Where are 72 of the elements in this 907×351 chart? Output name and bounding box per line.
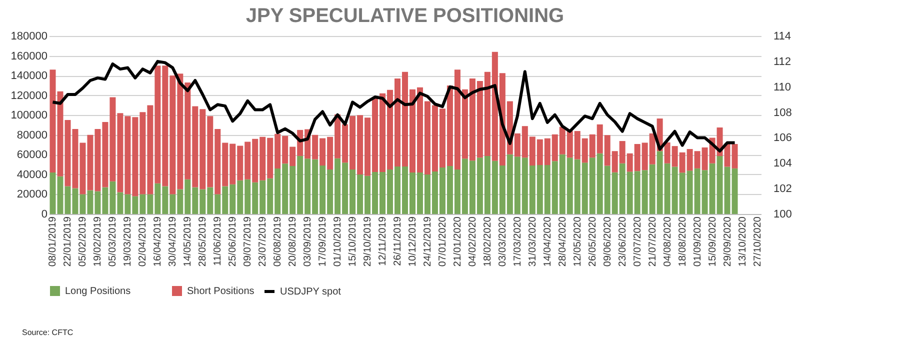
y2-tick-label: 108 [774,106,792,119]
chart-title: JPY SPECULATIVE POSITIONING [246,5,564,27]
x-tick-label: 19/02/2019 [92,216,104,267]
x-tick-label: 31/03/2020 [527,216,538,267]
y2-tick-label: 110 [774,81,792,94]
x-tick-label: 01/10/2019 [332,216,344,267]
x-tick-label: 18/08/2020 [677,216,688,267]
x-tick-label: 20/08/2019 [288,216,299,267]
legend-label: Short Positions [187,286,254,297]
x-tick-label: 09/06/2020 [602,216,614,267]
x-tick-label: 08/01/2019 [48,216,59,267]
x-tick-label: 02/04/2019 [138,216,149,267]
x-tick-label: 28/05/2019 [198,216,209,267]
x-tick-label: 14/05/2019 [182,216,194,267]
y-tick-label: 180000 [10,30,48,42]
x-tick-label: 17/03/2020 [512,216,524,267]
x-tick-label: 18/02/2020 [482,216,494,267]
x-tick-label: 16/04/2019 [152,216,164,267]
y2-tick-label: 112 [774,56,792,68]
x-tick-label: 27/10/2020 [752,216,764,267]
x-tick-label: 30/04/2019 [168,216,179,267]
x-tick-label: 03/09/2019 [302,216,314,267]
x-tick-label: 07/07/2020 [632,216,644,267]
x-tick-label: 28/04/2020 [557,216,568,267]
y-tick-label: 80000 [16,129,48,142]
x-tick-label: 12/11/2019 [378,216,389,266]
x-tick-label: 24/12/2019 [422,216,434,267]
x-tick-label: 26/11/2019 [392,216,404,266]
x-tick-label: 19/03/2019 [122,216,134,267]
x-tick-label: 23/07/2019 [258,216,269,267]
x-tick-label: 26/05/2020 [587,216,598,267]
x-tick-label: 17/09/2019 [318,216,329,267]
y-tick-label: 40000 [16,168,48,181]
y2-tick-label: 114 [774,30,792,42]
x-tick-label: 04/02/2020 [467,216,478,267]
y2-tick-label: 106 [774,132,792,144]
y2-tick-label: 102 [774,183,792,196]
x-tick-label: 12/05/2020 [572,216,584,267]
x-tick-label: 04/08/2020 [662,216,674,267]
x-tick-label: 14/04/2020 [542,216,554,267]
x-tick-label: 29/10/2019 [362,216,374,267]
x-tick-label: 15/09/2020 [707,216,718,267]
y-tick-label: 20000 [16,188,48,201]
y-tick-label: 60000 [16,149,48,162]
y-tick-label: 120000 [10,90,48,102]
legend-label: USDJPY spot [280,286,342,298]
x-tick-label: 15/10/2019 [348,216,359,267]
x-tick-label: 01/09/2020 [692,216,704,267]
line-series [51,60,736,153]
x-tick-label: 22/01/2019 [62,216,74,267]
x-tick-label: 10/12/2019 [407,216,418,267]
x-tick-label: 13/10/2020 [737,216,748,267]
x-tick-label: 05/03/2019 [108,216,119,267]
y2-tick-label: 104 [774,158,792,170]
x-tick-label: 23/06/2020 [617,216,628,267]
y-tick-label: 140000 [10,70,48,82]
x-tick-label: 07/01/2020 [437,216,448,267]
x-tick-label: 25/06/2019 [228,216,239,267]
y-tick-label: 160000 [10,50,48,62]
x-tick-label: 05/02/2019 [78,216,89,267]
x-tick-label: 06/08/2019 [272,216,284,267]
x-tick-label: 03/03/2020 [497,216,508,267]
x-tick-label: 29/09/2020 [722,216,734,267]
y2-tick-label: 100 [774,208,792,220]
x-tick-label: 09/07/2019 [242,216,254,267]
source-note: Source: CFTC [22,328,74,337]
x-tick-label: 21/07/2020 [647,216,658,267]
x-tick-label: 21/01/2020 [452,216,464,267]
legend-label: Long Positions [65,286,131,297]
y-tick-label: 0 [41,208,48,220]
x-tick-label: 11/06/2019 [212,216,224,266]
y-tick-label: 100000 [10,110,48,122]
